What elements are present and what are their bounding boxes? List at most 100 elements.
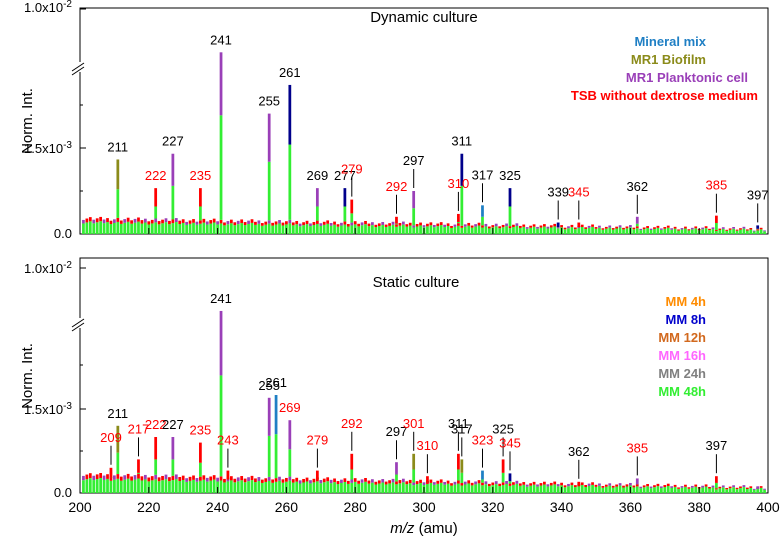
bar-segment xyxy=(605,485,608,487)
bar-segment xyxy=(96,218,99,222)
y-tick-label: 0.0 xyxy=(54,226,72,241)
bar-segment xyxy=(543,485,546,493)
bar-segment xyxy=(602,230,605,234)
bar-segment xyxy=(213,222,216,234)
bar-segment xyxy=(223,222,226,225)
bar-segment xyxy=(209,477,212,481)
bar-segment xyxy=(436,224,439,227)
peak-label: 311 xyxy=(451,134,472,149)
bar-segment xyxy=(213,475,216,479)
bar-segment xyxy=(612,230,615,234)
bar-segment xyxy=(364,482,367,493)
peak-bar xyxy=(457,214,460,222)
bar-segment xyxy=(96,222,99,234)
bar-segment xyxy=(192,475,195,479)
bar-segment xyxy=(488,484,491,486)
bar-segment xyxy=(677,231,680,234)
bar-segment xyxy=(258,224,261,234)
peak-bar xyxy=(636,217,639,224)
bar-segment xyxy=(330,483,333,493)
y-tick-label: 1.5x10-3 xyxy=(24,401,72,417)
bar-segment xyxy=(546,227,549,229)
peak-bar xyxy=(426,476,429,483)
bar-segment xyxy=(337,484,340,493)
bar-segment xyxy=(571,485,574,493)
bar-segment xyxy=(299,480,302,483)
bar-segment xyxy=(337,481,340,484)
bar-segment xyxy=(202,223,205,234)
peak-bar xyxy=(636,224,639,227)
bar-segment xyxy=(622,228,625,230)
bar-segment xyxy=(251,219,254,223)
bar-segment xyxy=(103,476,106,480)
peak-bar xyxy=(509,206,512,226)
bar-segment xyxy=(416,224,419,227)
bar-segment xyxy=(474,481,477,484)
bar-segment xyxy=(612,488,615,493)
peak-bar xyxy=(154,437,157,459)
bar-segment xyxy=(674,485,677,487)
bar-segment xyxy=(471,226,474,228)
bar-segment xyxy=(268,220,271,223)
bar-segment xyxy=(82,220,85,224)
bar-segment xyxy=(123,475,126,479)
peak-bar xyxy=(172,186,175,220)
bar-segment xyxy=(753,231,756,234)
bar-segment xyxy=(330,226,333,234)
bar-segment xyxy=(199,481,202,493)
legend-entry: MM 16h xyxy=(658,348,706,363)
peak-bar xyxy=(395,224,398,225)
bar-segment xyxy=(495,481,498,484)
bar-segment xyxy=(657,228,660,234)
peak-bar xyxy=(288,145,291,220)
bar-segment xyxy=(103,220,106,224)
bar-segment xyxy=(316,221,319,224)
bar-segment xyxy=(657,486,660,493)
bar-segment xyxy=(399,226,402,234)
bar-segment xyxy=(288,223,291,234)
bar-segment xyxy=(540,486,543,493)
bar-segment xyxy=(694,485,697,487)
bar-segment xyxy=(512,482,515,485)
bar-segment xyxy=(292,225,295,234)
bar-segment xyxy=(172,480,175,493)
bar-segment xyxy=(172,219,175,223)
bar-segment xyxy=(165,222,168,234)
bar-segment xyxy=(677,229,680,230)
bar-segment xyxy=(629,483,632,486)
peak-bar xyxy=(412,469,415,482)
bar-segment xyxy=(206,482,209,493)
bar-segment xyxy=(344,225,347,234)
peak-bar xyxy=(137,459,140,472)
x-tick-label: 220 xyxy=(137,499,161,515)
bar-segment xyxy=(182,476,185,480)
bar-segment xyxy=(533,224,536,226)
bar-segment xyxy=(650,229,653,230)
bar-segment xyxy=(715,230,718,231)
bar-segment xyxy=(736,489,739,493)
bar-segment xyxy=(712,486,715,488)
bar-segment xyxy=(729,230,732,234)
peak-bar xyxy=(636,478,639,484)
bar-segment xyxy=(189,220,192,223)
bar-segment xyxy=(330,480,333,483)
bar-segment xyxy=(619,486,622,493)
bar-segment xyxy=(667,228,670,234)
bar-segment xyxy=(485,224,488,227)
bar-segment xyxy=(237,224,240,234)
bar-segment xyxy=(646,228,649,234)
bar-segment xyxy=(725,230,728,231)
legend-entry: Mineral mix xyxy=(634,34,706,49)
y-tick-label: 1.0x10-2 xyxy=(24,0,72,15)
bar-segment xyxy=(381,483,384,493)
static-culture-panel: Static culture Norm. Int. 0.0 1.5x10-3 1… xyxy=(19,228,780,537)
bar-segment xyxy=(739,486,742,488)
bar-segment xyxy=(736,488,739,489)
chart-title: Dynamic culture xyxy=(370,9,478,26)
bar-segment xyxy=(715,489,718,493)
bar-segment xyxy=(536,484,539,486)
bar-segment xyxy=(608,228,611,234)
bar-segment xyxy=(147,221,150,224)
bar-segment xyxy=(254,222,257,225)
bar-segment xyxy=(313,222,316,225)
